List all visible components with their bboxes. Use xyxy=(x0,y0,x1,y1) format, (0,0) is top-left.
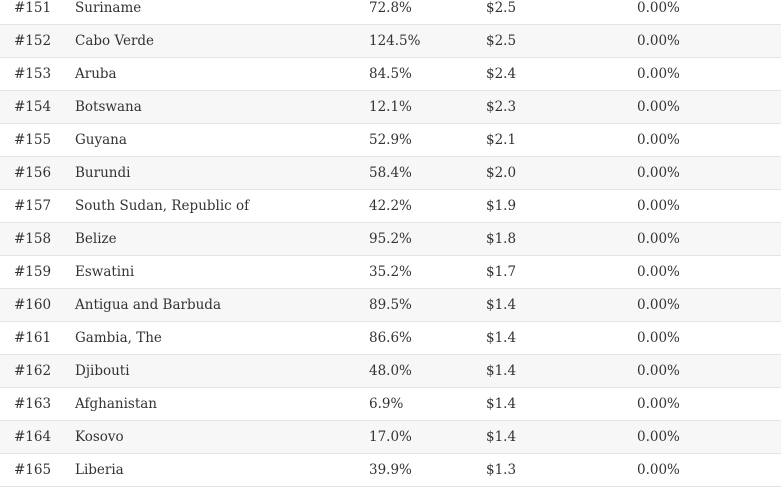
table-row[interactable]: #154 Botswana 12.1% $2.3 0.00% xyxy=(0,91,781,124)
rank-cell: #165 xyxy=(14,462,52,478)
value-cell: $1.9 xyxy=(486,198,517,214)
change-cell: 0.00% xyxy=(637,99,680,115)
rank-cell: #153 xyxy=(14,66,52,82)
change-cell: 0.00% xyxy=(637,363,680,379)
change-cell: 0.00% xyxy=(637,429,680,445)
value-cell: $1.4 xyxy=(486,363,517,379)
rank-cell: #160 xyxy=(14,297,52,313)
table-row[interactable]: #157 South Sudan, Republic of 42.2% $1.9… xyxy=(0,190,781,223)
rank-cell: #162 xyxy=(14,363,52,379)
change-cell: 0.00% xyxy=(637,231,680,247)
table-row[interactable]: #156 Burundi 58.4% $2.0 0.00% xyxy=(0,157,781,190)
percent-cell: 86.6% xyxy=(369,330,412,346)
country-name-cell: Botswana xyxy=(75,99,142,115)
country-name-cell: South Sudan, Republic of xyxy=(75,198,250,214)
percent-cell: 72.8% xyxy=(369,0,412,16)
country-name-cell: Suriname xyxy=(75,0,142,16)
percent-cell: 42.2% xyxy=(369,198,412,214)
rank-cell: #164 xyxy=(14,429,52,445)
table-row[interactable]: #163 Afghanistan 6.9% $1.4 0.00% xyxy=(0,388,781,421)
table-row[interactable]: #151 Suriname 72.8% $2.5 0.00% xyxy=(0,0,781,25)
table-row[interactable]: #155 Guyana 52.9% $2.1 0.00% xyxy=(0,124,781,157)
change-cell: 0.00% xyxy=(637,33,680,49)
value-cell: $1.4 xyxy=(486,297,517,313)
change-cell: 0.00% xyxy=(637,0,680,16)
value-cell: $1.4 xyxy=(486,330,517,346)
table-row[interactable]: #153 Aruba 84.5% $2.4 0.00% xyxy=(0,58,781,91)
value-cell: $1.7 xyxy=(486,264,517,280)
percent-cell: 48.0% xyxy=(369,363,412,379)
change-cell: 0.00% xyxy=(637,264,680,280)
rank-cell: #158 xyxy=(14,231,52,247)
table-row[interactable]: #165 Liberia 39.9% $1.3 0.00% xyxy=(0,454,781,487)
rank-cell: #152 xyxy=(14,33,52,49)
country-name-cell: Burundi xyxy=(75,165,131,181)
country-name-cell: Antigua and Barbuda xyxy=(75,297,221,313)
table-row[interactable]: #159 Eswatini 35.2% $1.7 0.00% xyxy=(0,256,781,289)
percent-cell: 52.9% xyxy=(369,132,412,148)
value-cell: $2.5 xyxy=(486,33,517,49)
change-cell: 0.00% xyxy=(637,462,680,478)
change-cell: 0.00% xyxy=(637,330,680,346)
rank-cell: #151 xyxy=(14,0,52,16)
change-cell: 0.00% xyxy=(637,396,680,412)
country-name-cell: Liberia xyxy=(75,462,124,478)
percent-cell: 12.1% xyxy=(369,99,412,115)
value-cell: $1.3 xyxy=(486,462,517,478)
value-cell: $1.8 xyxy=(486,231,517,247)
table-row[interactable]: #164 Kosovo 17.0% $1.4 0.00% xyxy=(0,421,781,454)
value-cell: $2.1 xyxy=(486,132,517,148)
rank-cell: #163 xyxy=(14,396,52,412)
change-cell: 0.00% xyxy=(637,66,680,82)
country-name-cell: Guyana xyxy=(75,132,127,148)
country-name-cell: Kosovo xyxy=(75,429,124,445)
country-name-cell: Eswatini xyxy=(75,264,135,280)
value-cell: $2.0 xyxy=(486,165,517,181)
country-name-cell: Gambia, The xyxy=(75,330,162,346)
percent-cell: 84.5% xyxy=(369,66,412,82)
change-cell: 0.00% xyxy=(637,165,680,181)
rank-cell: #161 xyxy=(14,330,52,346)
table-row[interactable]: #158 Belize 95.2% $1.8 0.00% xyxy=(0,223,781,256)
value-cell: $2.3 xyxy=(486,99,517,115)
rank-cell: #159 xyxy=(14,264,52,280)
table-row[interactable]: #161 Gambia, The 86.6% $1.4 0.00% xyxy=(0,322,781,355)
country-name-cell: Belize xyxy=(75,231,117,247)
country-name-cell: Afghanistan xyxy=(75,396,158,412)
percent-cell: 17.0% xyxy=(369,429,412,445)
value-cell: $1.4 xyxy=(486,396,517,412)
change-cell: 0.00% xyxy=(637,297,680,313)
table-row[interactable]: #160 Antigua and Barbuda 89.5% $1.4 0.00… xyxy=(0,289,781,322)
percent-cell: 39.9% xyxy=(369,462,412,478)
rank-cell: #155 xyxy=(14,132,52,148)
rank-cell: #154 xyxy=(14,99,52,115)
percent-cell: 6.9% xyxy=(369,396,404,412)
country-name-cell: Aruba xyxy=(75,66,117,82)
rank-cell: #157 xyxy=(14,198,52,214)
country-name-cell: Djibouti xyxy=(75,363,130,379)
country-name-cell: Cabo Verde xyxy=(75,33,155,49)
percent-cell: 35.2% xyxy=(369,264,412,280)
table-row[interactable]: #152 Cabo Verde 124.5% $2.5 0.00% xyxy=(0,25,781,58)
value-cell: $2.5 xyxy=(486,0,517,16)
table-row[interactable]: #162 Djibouti 48.0% $1.4 0.00% xyxy=(0,355,781,388)
percent-cell: 124.5% xyxy=(369,33,421,49)
percent-cell: 95.2% xyxy=(369,231,412,247)
change-cell: 0.00% xyxy=(637,198,680,214)
rank-cell: #156 xyxy=(14,165,52,181)
value-cell: $2.4 xyxy=(486,66,517,82)
change-cell: 0.00% xyxy=(637,132,680,148)
percent-cell: 58.4% xyxy=(369,165,412,181)
value-cell: $1.4 xyxy=(486,429,517,445)
percent-cell: 89.5% xyxy=(369,297,412,313)
